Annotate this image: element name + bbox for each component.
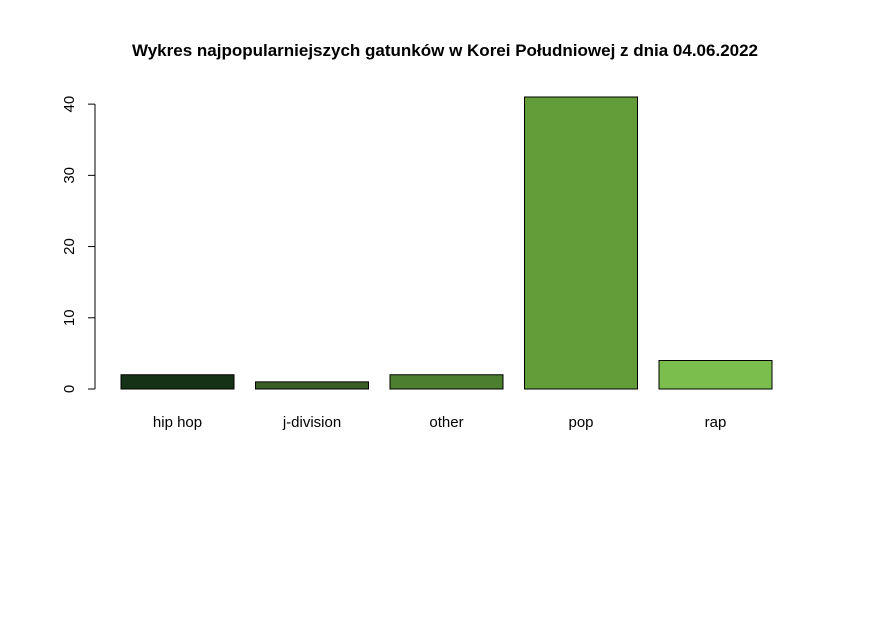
y-tick-label: 0 [61, 385, 78, 393]
x-tick-label: other [429, 414, 463, 431]
y-tick-label: 40 [61, 96, 78, 113]
y-tick-label: 20 [61, 238, 78, 255]
bar-pop [524, 96, 638, 390]
bar-other [389, 374, 504, 390]
y-tick-label: 30 [61, 167, 78, 184]
bars [120, 96, 773, 390]
x-axis-labels: hip hop j-division other pop rap [153, 414, 726, 431]
y-axis: 0 10 20 30 40 [61, 96, 96, 393]
bar-j-division [255, 381, 369, 390]
y-tick-label: 10 [61, 309, 78, 326]
bar-rap [658, 360, 773, 390]
chart-title: Wykres najpopularniejszych gatunków w Ko… [132, 41, 758, 60]
x-tick-label: pop [568, 414, 593, 431]
x-tick-label: hip hop [153, 414, 202, 431]
x-tick-label: rap [705, 414, 727, 431]
bar-hip-hop [120, 374, 235, 390]
x-tick-label: j-division [282, 414, 341, 431]
